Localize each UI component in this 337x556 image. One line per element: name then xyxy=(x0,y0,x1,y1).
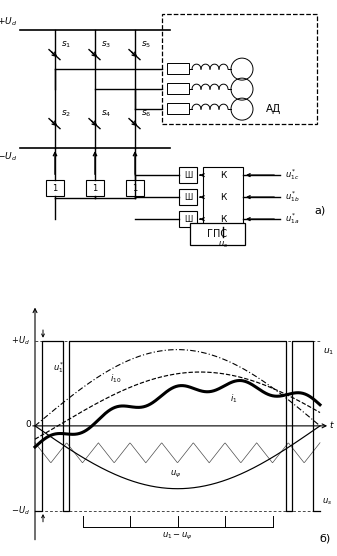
Text: ГПС: ГПС xyxy=(208,229,227,239)
Text: $u_{1c}^*$: $u_{1c}^*$ xyxy=(285,167,299,182)
Text: $s_3$: $s_3$ xyxy=(101,39,111,49)
Text: $-U_d$: $-U_d$ xyxy=(11,505,30,518)
Bar xyxy=(162,14,317,124)
Text: $t$: $t$ xyxy=(329,419,335,430)
Text: К: К xyxy=(220,192,226,202)
Text: б): б) xyxy=(319,533,331,543)
Text: 1: 1 xyxy=(92,183,98,192)
Text: $u_{1a}^*$: $u_{1a}^*$ xyxy=(285,211,299,226)
Text: 1: 1 xyxy=(52,183,58,192)
Text: 1: 1 xyxy=(132,183,137,192)
Text: $s_6$: $s_6$ xyxy=(141,108,151,118)
Text: К: К xyxy=(220,171,226,180)
Text: $+U_d$: $+U_d$ xyxy=(0,16,17,28)
Bar xyxy=(167,63,189,74)
Text: Ш: Ш xyxy=(184,171,192,180)
Text: $s_1$: $s_1$ xyxy=(61,39,71,49)
Bar xyxy=(167,103,189,114)
Text: $s_2$: $s_2$ xyxy=(61,108,71,118)
Text: $u_{1b}^*$: $u_{1b}^*$ xyxy=(285,188,300,203)
Bar xyxy=(179,167,197,183)
Text: Ш: Ш xyxy=(184,215,192,224)
Text: $u_1$: $u_1$ xyxy=(323,346,334,356)
Bar xyxy=(86,180,104,196)
Text: $u_{\psi}$: $u_{\psi}$ xyxy=(170,469,181,480)
Bar xyxy=(46,180,64,196)
Bar xyxy=(167,83,189,94)
Text: $i_1$: $i_1$ xyxy=(230,393,238,405)
Text: 0: 0 xyxy=(25,420,31,429)
Bar xyxy=(179,189,197,205)
Bar xyxy=(179,211,197,227)
Bar xyxy=(203,167,243,227)
Text: АД: АД xyxy=(266,104,281,114)
Text: а): а) xyxy=(314,205,326,215)
Text: $-U_d$: $-U_d$ xyxy=(0,150,17,162)
Text: $u_s$: $u_s$ xyxy=(218,239,228,250)
Bar xyxy=(126,180,144,196)
Text: $s_4$: $s_4$ xyxy=(101,108,111,118)
Text: $u_s$: $u_s$ xyxy=(322,497,332,508)
Text: $+U_d$: $+U_d$ xyxy=(11,334,30,347)
Text: К: К xyxy=(220,215,226,224)
Bar xyxy=(190,223,245,245)
Text: $i_{10}$: $i_{10}$ xyxy=(110,372,121,385)
Text: Ш: Ш xyxy=(184,192,192,202)
Text: $s_5$: $s_5$ xyxy=(141,39,151,49)
Text: $u_1-u_{\psi}$: $u_1-u_{\psi}$ xyxy=(162,531,193,542)
Text: $u_1^*$: $u_1^*$ xyxy=(53,360,65,375)
